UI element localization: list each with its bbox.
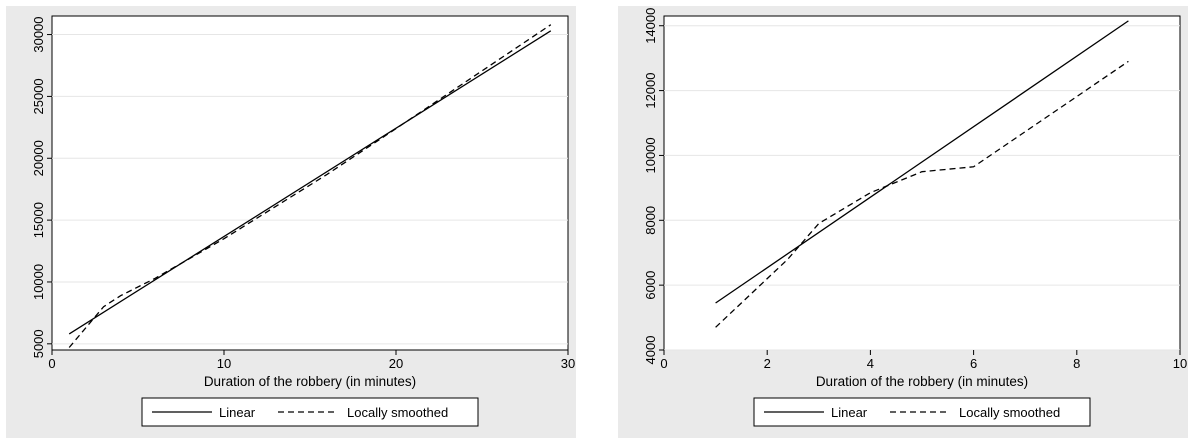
x-axis-title: Duration of the robbery (in minutes) bbox=[204, 374, 416, 389]
x-tick-label: 0 bbox=[660, 356, 667, 371]
chart-svg-left: 5000 10000 15000 20000 25000 30000 0 10 20 30 Dur… bbox=[31, 15, 575, 427]
y-tick-label: 8000 bbox=[643, 206, 658, 235]
x-tick-label: 6 bbox=[970, 356, 977, 371]
y-tick-label: 25000 bbox=[31, 78, 46, 114]
y-tick-label: 30000 bbox=[31, 16, 46, 52]
chart-svg-right: 4000 6000 8000 10000 12000 14000 0 2 4 6 8 10 Durat… bbox=[643, 8, 1187, 427]
legend-label-smoothed: Locally smoothed bbox=[347, 405, 448, 420]
x-tick-label: 4 bbox=[867, 356, 874, 371]
series-line-linear bbox=[715, 20, 1129, 304]
y-tick-label: 10000 bbox=[643, 137, 658, 173]
x-tick-label: 0 bbox=[48, 356, 55, 371]
y-tick-label: 12000 bbox=[643, 73, 658, 109]
y-tick-label: 14000 bbox=[643, 8, 658, 44]
series-line-locally-smoothed bbox=[68, 24, 552, 348]
chart-panel-left: 5000 10000 15000 20000 25000 30000 0 10 20 30 Dur… bbox=[6, 6, 576, 438]
y-tick-label: 10000 bbox=[31, 264, 46, 300]
legend: Linear Locally smoothed bbox=[753, 397, 1091, 427]
x-axis-title: Duration of the robbery (in minutes) bbox=[816, 374, 1028, 389]
y-tick-label: 15000 bbox=[31, 202, 46, 238]
legend-label-smoothed: Locally smoothed bbox=[959, 405, 1060, 420]
series-line-locally-smoothed bbox=[715, 60, 1129, 328]
chart-panel-right: 4000 6000 8000 10000 12000 14000 0 2 4 6 8 10 Durat… bbox=[618, 6, 1188, 438]
y-tick-label: 6000 bbox=[643, 271, 658, 300]
plot-area bbox=[663, 15, 1181, 351]
y-tick-label: 20000 bbox=[31, 140, 46, 176]
legend-label-linear: Linear bbox=[219, 405, 256, 420]
x-tick-label: 30 bbox=[561, 356, 575, 371]
y-tick-label: 5000 bbox=[31, 329, 46, 358]
x-tick-label: 10 bbox=[1173, 356, 1187, 371]
legend: Linear Locally smoothed bbox=[141, 397, 479, 427]
x-tick-label: 2 bbox=[764, 356, 771, 371]
x-tick-label: 20 bbox=[389, 356, 403, 371]
x-tick-label: 8 bbox=[1073, 356, 1080, 371]
legend-label-linear: Linear bbox=[831, 405, 868, 420]
series-line-linear bbox=[68, 30, 552, 335]
y-tick-label: 4000 bbox=[643, 336, 658, 365]
x-tick-label: 10 bbox=[217, 356, 231, 371]
